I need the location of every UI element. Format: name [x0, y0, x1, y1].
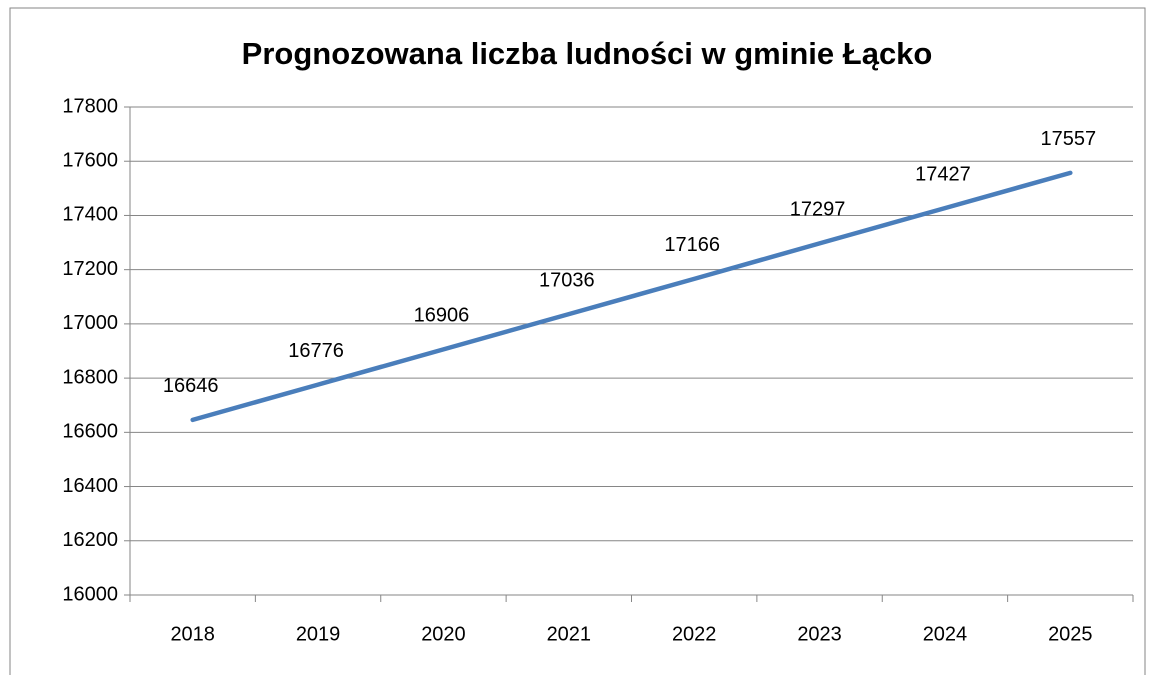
x-tick-label: 2021	[547, 623, 592, 645]
data-label: 16776	[288, 340, 344, 362]
data-label: 17557	[1041, 128, 1097, 150]
y-tick-label: 17000	[62, 312, 118, 334]
y-tick-label: 17600	[62, 150, 118, 172]
y-tick-label: 16000	[62, 583, 118, 605]
data-label: 17297	[790, 199, 846, 221]
data-label: 16906	[414, 305, 470, 327]
x-tick-label: 2020	[421, 623, 466, 645]
line-series	[190, 170, 1073, 423]
x-tick-label: 2024	[923, 623, 968, 645]
x-tick-label: 2018	[170, 623, 215, 645]
y-tick-label: 16400	[62, 475, 118, 497]
data-label: 17036	[539, 269, 595, 291]
y-tick-label: 16200	[62, 529, 118, 551]
x-tick-label: 2022	[672, 623, 717, 645]
x-tick-label: 2023	[797, 623, 842, 645]
data-label: 17166	[664, 234, 720, 256]
y-tick-label: 17800	[62, 95, 118, 117]
y-tick-label: 16800	[62, 366, 118, 388]
y-tick-label: 17200	[62, 258, 118, 280]
chart-title: Prognozowana liczba ludności w gminie Łą…	[242, 36, 933, 71]
data-label: 16646	[163, 375, 219, 397]
chart-frame	[9, 7, 1146, 675]
y-tick-label: 16600	[62, 421, 118, 443]
y-tick-label: 17400	[62, 204, 118, 226]
data-label: 17427	[915, 163, 971, 185]
x-tick-label: 2019	[296, 623, 341, 645]
x-tick-label: 2025	[1048, 623, 1093, 645]
